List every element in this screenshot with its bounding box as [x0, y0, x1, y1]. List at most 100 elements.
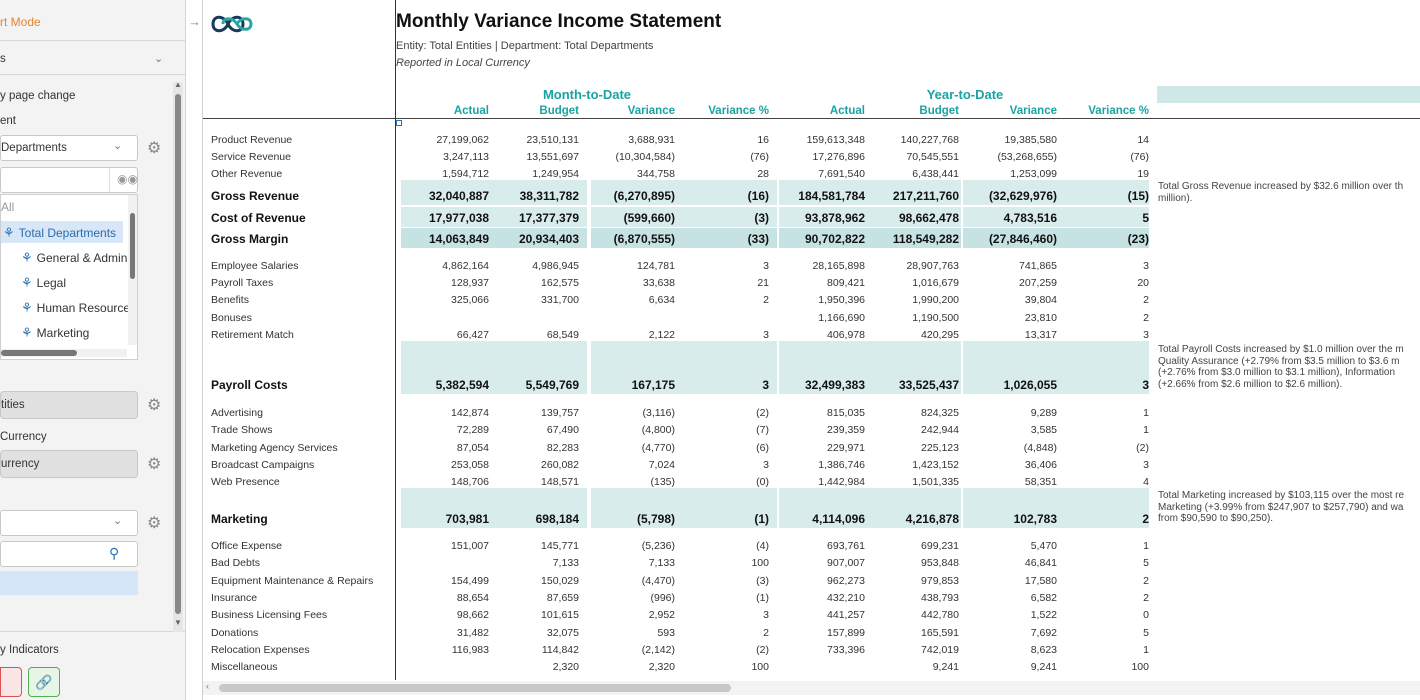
cell-mtd-variance-pct[interactable]: (7)	[756, 424, 769, 436]
cell-ytd-actual[interactable]: 693,761	[827, 540, 865, 552]
search-icon[interactable]: ⚲	[109, 545, 120, 561]
cell-ytd-variance-pct[interactable]: (76)	[1130, 151, 1149, 163]
cell-ytd-variance[interactable]: 3,585	[1030, 424, 1057, 436]
row-label[interactable]: Relocation Expenses	[211, 644, 310, 656]
cell-mtd-actual[interactable]: 72,289	[456, 424, 489, 436]
row-label[interactable]: Employee Salaries	[211, 260, 299, 272]
cell-ytd-variance[interactable]: 1,522	[1030, 609, 1057, 621]
tree-hscroll-thumb[interactable]	[1, 350, 77, 356]
cell-mtd-budget[interactable]: 82,283	[546, 442, 579, 454]
cell-mtd-variance[interactable]: (599,660)	[623, 211, 675, 225]
row-label[interactable]: Office Expense	[211, 540, 283, 552]
cell-ytd-actual[interactable]: 1,386,746	[818, 459, 865, 471]
report-hscroll[interactable]: ‹	[203, 681, 1420, 695]
gear-icon[interactable]: ⚙	[147, 515, 162, 532]
cell-ytd-actual[interactable]: 962,273	[827, 575, 865, 587]
cell-mtd-variance-pct[interactable]: 2	[763, 627, 769, 639]
cell-ytd-variance-pct[interactable]: 1	[1143, 644, 1149, 656]
cell-mtd-budget[interactable]: 698,184	[535, 512, 579, 526]
cell-ytd-variance[interactable]: 58,351	[1024, 476, 1057, 488]
cell-mtd-variance[interactable]: 2,952	[648, 609, 675, 621]
tree-item-all[interactable]: All	[1, 200, 15, 214]
cell-ytd-budget[interactable]: 28,907,763	[906, 260, 959, 272]
cell-mtd-actual[interactable]: 703,981	[445, 512, 489, 526]
cell-mtd-variance[interactable]: (996)	[650, 592, 675, 604]
cell-ytd-budget[interactable]: 1,501,335	[912, 476, 959, 488]
cell-mtd-actual[interactable]: 1,594,712	[442, 168, 489, 180]
cell-mtd-variance-pct[interactable]: (4)	[756, 540, 769, 552]
cell-ytd-variance-pct[interactable]: (23)	[1127, 232, 1149, 246]
cell-ytd-variance[interactable]: 5,470	[1030, 540, 1057, 552]
cell-mtd-budget[interactable]: 2,320	[552, 661, 579, 673]
cell-mtd-variance[interactable]: (5,236)	[641, 540, 675, 552]
cell-mtd-variance[interactable]: 2,122	[648, 329, 675, 341]
cell-ytd-variance-pct[interactable]: 4	[1143, 476, 1149, 488]
cell-ytd-budget[interactable]: 1,016,679	[912, 277, 959, 289]
cell-mtd-budget[interactable]: 87,659	[546, 592, 579, 604]
cell-mtd-budget[interactable]: 331,700	[541, 294, 579, 306]
cell-ytd-budget[interactable]: 699,231	[921, 540, 959, 552]
cell-ytd-budget[interactable]: 953,848	[921, 557, 959, 569]
cell-ytd-actual[interactable]: 406,978	[827, 329, 865, 341]
mode-label[interactable]: rt Mode	[0, 15, 41, 29]
cell-ytd-variance[interactable]: 102,783	[1013, 512, 1057, 526]
cell-ytd-variance-pct[interactable]: 2	[1143, 575, 1149, 587]
cell-ytd-variance-pct[interactable]: (2)	[1136, 442, 1149, 454]
cell-mtd-actual[interactable]: 151,007	[451, 540, 489, 552]
cell-ytd-budget[interactable]: 9,241	[932, 661, 959, 673]
cell-mtd-budget[interactable]: 20,934,403	[518, 232, 579, 246]
cell-mtd-variance-pct[interactable]: 2	[763, 294, 769, 306]
cell-mtd-actual[interactable]: 154,499	[451, 575, 489, 587]
cell-mtd-variance-pct[interactable]: 3	[763, 329, 769, 341]
cell-ytd-budget[interactable]: 242,944	[921, 424, 959, 436]
cell-ytd-variance[interactable]: 7,692	[1030, 627, 1057, 639]
cell-ytd-variance[interactable]: 13,317	[1024, 329, 1057, 341]
cell-ytd-budget[interactable]: 98,662,478	[898, 211, 959, 225]
cell-ytd-variance[interactable]: 23,810	[1024, 312, 1057, 324]
cell-mtd-actual[interactable]: 325,066	[451, 294, 489, 306]
cell-mtd-variance[interactable]: (4,770)	[641, 442, 675, 454]
cell-ytd-variance-pct[interactable]: 2	[1143, 294, 1149, 306]
cell-ytd-actual[interactable]: 4,114,096	[812, 512, 865, 526]
cell-mtd-variance-pct[interactable]: 21	[757, 277, 769, 289]
cell-ytd-variance-pct[interactable]: 3	[1143, 329, 1149, 341]
cell-ytd-variance[interactable]: 46,841	[1024, 557, 1057, 569]
cell-ytd-budget[interactable]: 118,549,282	[892, 232, 959, 246]
cell-mtd-variance-pct[interactable]: (2)	[756, 407, 769, 419]
cell-mtd-actual[interactable]: 4,862,164	[442, 260, 489, 272]
cell-ytd-variance-pct[interactable]: 1	[1143, 407, 1149, 419]
cell-ytd-variance[interactable]: 39,804	[1024, 294, 1057, 306]
cell-ytd-actual[interactable]: 17,276,896	[812, 151, 865, 163]
cell-ytd-actual[interactable]: 28,165,898	[812, 260, 865, 272]
cell-mtd-variance[interactable]: 167,175	[631, 378, 675, 392]
gear-icon[interactable]: ⚙	[147, 397, 162, 414]
row-label[interactable]: Advertising	[211, 407, 263, 419]
cell-ytd-variance[interactable]: 4,783,516	[1003, 211, 1057, 225]
cell-mtd-variance-pct[interactable]: 3	[763, 260, 769, 272]
tree-item-general-admin[interactable]: ⚘ General & Admin	[21, 250, 128, 265]
cell-ytd-budget[interactable]: 420,295	[921, 329, 959, 341]
row-label[interactable]: Gross Revenue	[211, 189, 300, 203]
cell-ytd-variance-pct[interactable]: 5	[1142, 211, 1149, 225]
cell-mtd-variance[interactable]: 33,638	[642, 277, 675, 289]
cell-ytd-variance[interactable]: 8,623	[1030, 644, 1057, 656]
cell-mtd-budget[interactable]: 67,490	[546, 424, 579, 436]
cell-mtd-variance[interactable]: 2,320	[648, 661, 675, 673]
cell-mtd-budget[interactable]: 148,571	[541, 476, 579, 488]
cell-ytd-budget[interactable]: 33,525,437	[898, 378, 959, 392]
cell-mtd-variance-pct[interactable]: (1)	[756, 592, 769, 604]
scroll-up-icon[interactable]: ▲	[174, 80, 182, 89]
cell-mtd-variance-pct[interactable]: (16)	[747, 189, 769, 203]
cell-ytd-variance-pct[interactable]: 5	[1143, 557, 1149, 569]
cell-ytd-budget[interactable]: 442,780	[921, 609, 959, 621]
cell-ytd-actual[interactable]: 815,035	[827, 407, 865, 419]
tree-vscroll[interactable]	[128, 195, 137, 345]
gear-icon[interactable]: ⚙	[147, 456, 162, 473]
row-label[interactable]: Cost of Revenue	[211, 211, 306, 225]
cell-mtd-budget[interactable]: 145,771	[541, 540, 579, 552]
cell-mtd-variance[interactable]: (3,116)	[642, 407, 676, 419]
cell-mtd-variance-pct[interactable]: (3)	[754, 211, 769, 225]
cell-ytd-variance[interactable]: (4,848)	[1023, 442, 1057, 454]
cell-ytd-variance-pct[interactable]: 0	[1143, 609, 1149, 621]
row-label[interactable]: Equipment Maintenance & Repairs	[211, 575, 374, 587]
